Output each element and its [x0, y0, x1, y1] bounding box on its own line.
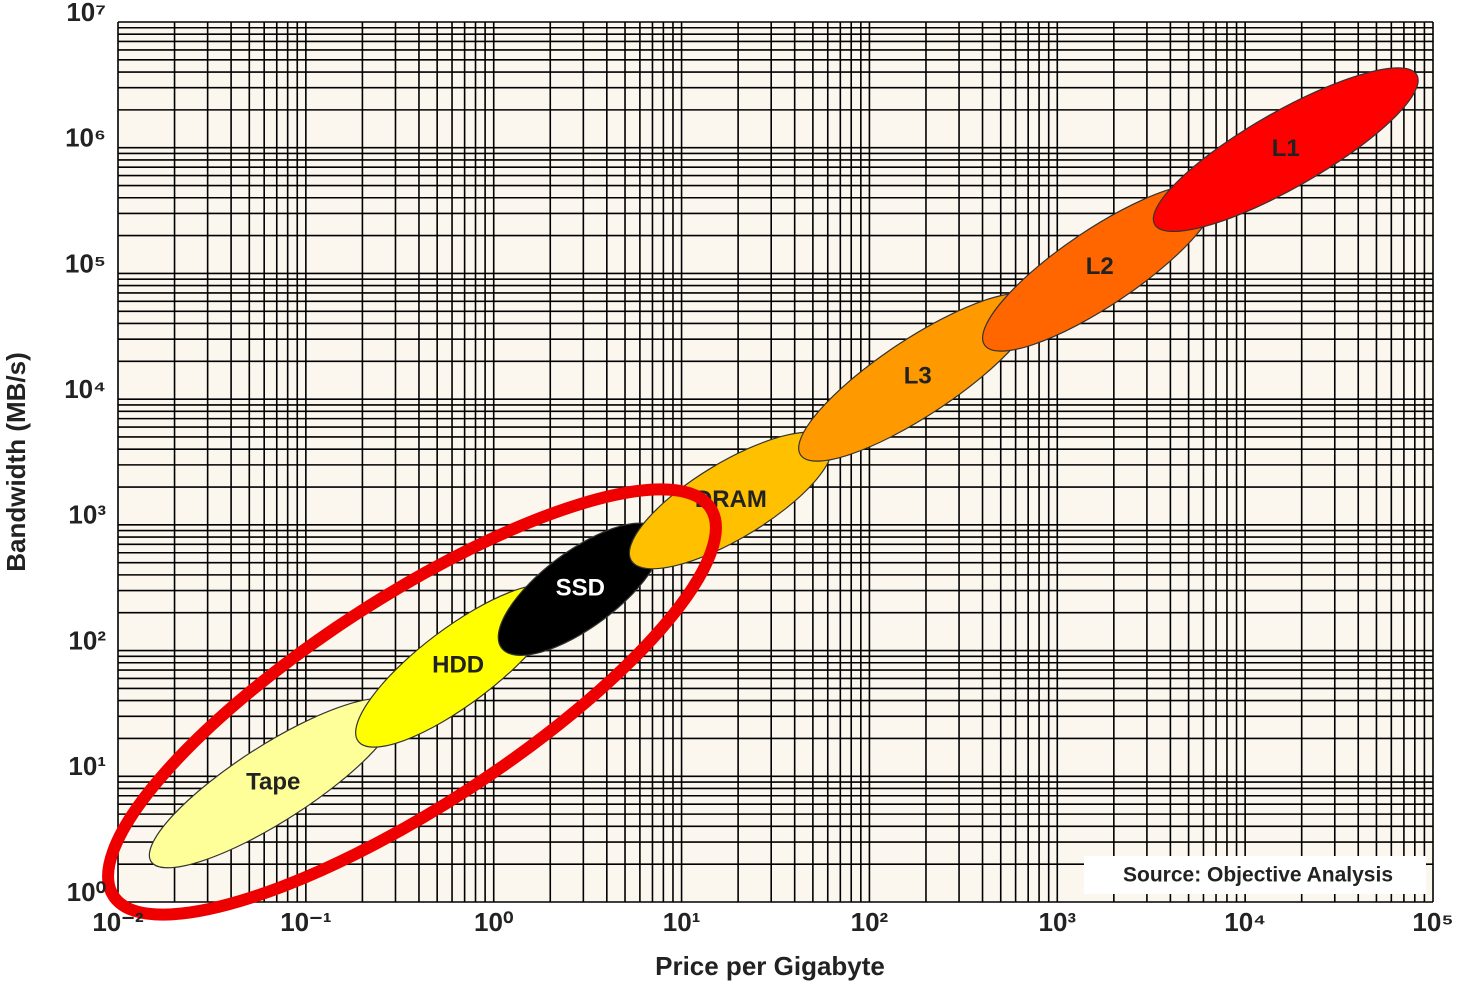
x-tick-label: 10³ — [1038, 907, 1076, 937]
y-tick-label: 10⁴ — [64, 374, 106, 404]
y-axis-title: Bandwidth (MB/s) — [1, 352, 31, 572]
y-tick-label: 10⁵ — [65, 248, 106, 278]
region-label: SSD — [556, 575, 605, 602]
region-label: Tape — [246, 769, 300, 796]
region-label: L1 — [1272, 135, 1300, 162]
y-tick-label: 10⁶ — [65, 123, 106, 153]
x-tick-label: 10⁰ — [474, 907, 513, 937]
x-tick-label: 10⁴ — [1224, 907, 1266, 937]
chart: TapeHDDSSDDRAML3L2L1 Source: Objective A… — [0, 0, 1461, 990]
region-label: L2 — [1086, 253, 1114, 280]
x-tick-label: 10¹ — [663, 907, 701, 937]
x-tick-label: 10⁻¹ — [280, 907, 331, 937]
x-tick-label: 10² — [851, 907, 889, 937]
x-tick-label: 10⁻² — [92, 907, 144, 937]
region-label: HDD — [432, 651, 484, 678]
y-tick-label: 10⁷ — [66, 0, 106, 27]
y-tick-label: 10³ — [68, 500, 106, 530]
x-tick-label: 10⁵ — [1412, 907, 1453, 937]
x-axis-title: Price per Gigabyte — [655, 951, 885, 981]
y-tick-label: 10⁰ — [67, 877, 106, 907]
region-label: L3 — [904, 363, 932, 390]
y-tick-label: 10² — [68, 625, 106, 655]
source-note: Source: Objective Analysis — [1123, 864, 1393, 887]
y-tick-label: 10¹ — [68, 751, 106, 781]
